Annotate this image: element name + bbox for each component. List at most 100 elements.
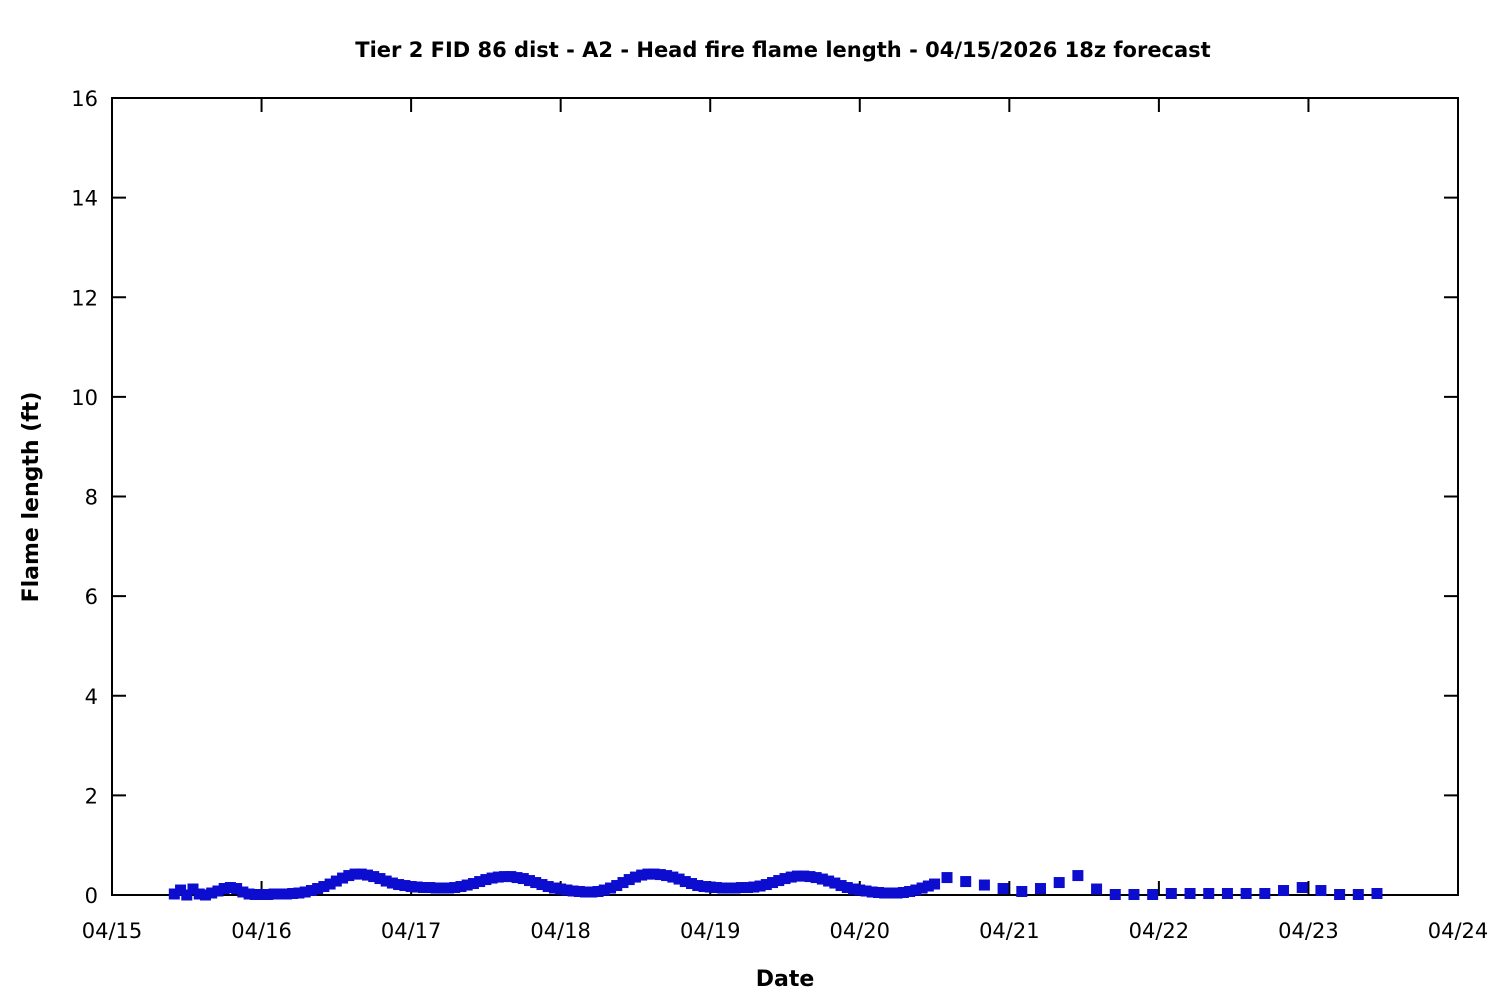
x-axis-title: Date <box>756 967 815 992</box>
data-point <box>848 883 860 895</box>
data-point <box>816 873 828 885</box>
y-tick-label: 2 <box>85 784 98 808</box>
data-point <box>231 883 243 895</box>
data-point <box>611 880 623 892</box>
data-point <box>605 882 617 894</box>
data-point <box>430 882 442 894</box>
y-tick-label: 6 <box>85 585 98 609</box>
data-point <box>1315 885 1327 897</box>
data-point <box>742 882 754 894</box>
data-point <box>268 888 280 900</box>
data-point <box>480 874 492 886</box>
data-point <box>418 882 430 894</box>
data-point <box>729 882 741 894</box>
data-point <box>374 873 386 885</box>
data-point <box>642 868 654 880</box>
data-point <box>305 885 317 897</box>
data-point <box>804 871 816 883</box>
plot-area: 04/15 04/16 04/17 04/18 04/19 04/20 04/21 04/22… <box>71 87 1488 943</box>
y-tick-label: 4 <box>85 685 98 709</box>
data-point <box>318 881 330 893</box>
x-tick-label: 04/17 <box>381 919 442 943</box>
data-point <box>922 880 934 892</box>
x-tick-label: 04/24 <box>1428 919 1489 943</box>
data-point <box>1352 889 1364 900</box>
plot-border <box>111 97 1459 896</box>
data-point <box>511 872 523 884</box>
data-point <box>1016 886 1028 898</box>
data-point <box>312 883 324 895</box>
data-point <box>1296 882 1308 894</box>
x-tick-label: 04/21 <box>979 919 1040 943</box>
data-point <box>661 870 673 882</box>
data-point <box>767 877 779 889</box>
data-point <box>436 882 448 894</box>
data-point <box>287 888 299 900</box>
data-point <box>467 878 479 890</box>
data-point <box>723 882 735 894</box>
data-point <box>343 870 355 882</box>
data-point <box>941 872 953 884</box>
data-point <box>829 877 841 889</box>
data-point <box>891 887 903 899</box>
data-point <box>368 871 380 883</box>
data-point <box>1034 883 1046 895</box>
x-tick-label: 04/16 <box>231 919 292 943</box>
y-tick-label: 12 <box>71 286 98 310</box>
data-point <box>623 874 635 886</box>
data-point <box>748 881 760 893</box>
x-tick-label: 04/18 <box>530 919 591 943</box>
data-point <box>542 881 554 893</box>
data-point <box>686 878 698 890</box>
data-point <box>1371 888 1383 900</box>
data-point <box>1109 889 1121 900</box>
data-point <box>243 888 255 900</box>
x-tick-label: 04/19 <box>680 919 741 943</box>
data-point <box>237 886 249 898</box>
data-point <box>424 882 436 894</box>
data-point <box>548 882 560 894</box>
data-point <box>256 889 268 900</box>
data-point <box>1221 888 1233 900</box>
chart-title: Tier 2 FID 86 dist - A2 - Head fire flam… <box>355 38 1210 62</box>
y-tick-label: 10 <box>71 386 98 410</box>
data-point <box>499 871 511 883</box>
data-point <box>224 882 236 894</box>
data-point <box>505 871 517 883</box>
data-point <box>580 886 592 898</box>
data-point <box>592 886 604 898</box>
data-point <box>274 888 286 900</box>
data-point <box>929 878 941 890</box>
data-point <box>455 881 467 893</box>
data-point <box>692 880 704 892</box>
data-point <box>380 875 392 887</box>
data-point <box>206 887 218 899</box>
data-point <box>517 873 529 885</box>
data-point <box>218 883 230 895</box>
data-point <box>698 881 710 893</box>
data-point <box>654 869 666 881</box>
data-point <box>530 877 542 889</box>
data-point <box>337 872 349 884</box>
data-point <box>679 876 691 888</box>
data-point <box>262 889 274 900</box>
data-point <box>193 888 205 900</box>
data-point <box>754 880 766 892</box>
x-tick-label: 04/22 <box>1129 919 1190 943</box>
data-point <box>355 868 367 880</box>
data-point <box>561 884 573 896</box>
data-point <box>717 882 729 894</box>
x-tick-label: 04/15 <box>82 919 143 943</box>
x-tick-label: 04/20 <box>830 919 891 943</box>
data-point <box>474 876 486 888</box>
data-point <box>443 882 454 894</box>
data-point <box>1203 888 1215 900</box>
data-point <box>997 883 1009 895</box>
data-point <box>823 875 835 887</box>
data-point <box>393 879 405 891</box>
data-point <box>168 888 180 900</box>
data-point <box>779 873 791 885</box>
data-point <box>486 872 498 884</box>
data-point <box>785 871 797 883</box>
